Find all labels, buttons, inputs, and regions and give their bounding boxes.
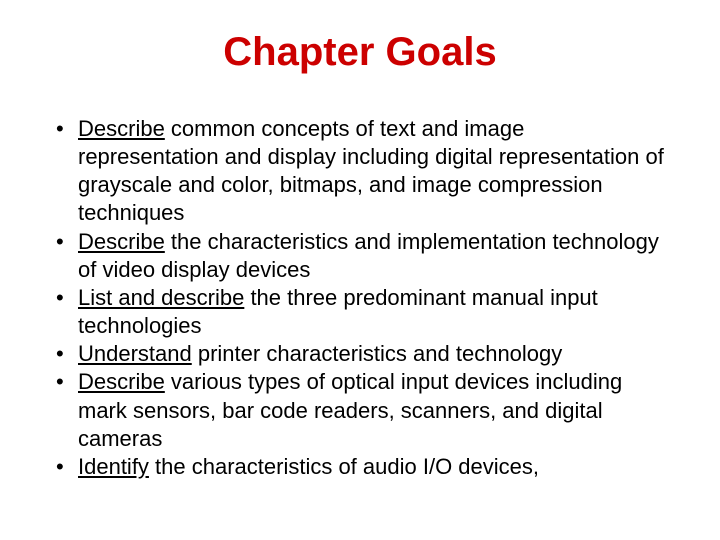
bullet-rest: the characteristics of audio I/O devices… <box>149 454 539 479</box>
bullet-lead: Describe <box>78 116 165 141</box>
bullet-list: Describe common concepts of text and ima… <box>50 115 670 481</box>
bullet-lead: Describe <box>78 369 165 394</box>
bullet-lead: Identify <box>78 454 149 479</box>
slide-title: Chapter Goals <box>50 30 670 75</box>
bullet-lead: List and describe <box>78 285 244 310</box>
bullet-rest: the characteristics and implementation t… <box>78 229 659 282</box>
list-item: Identify the characteristics of audio I/… <box>50 453 670 481</box>
slide: Chapter Goals Describe common concepts o… <box>0 0 720 540</box>
bullet-lead: Understand <box>78 341 192 366</box>
list-item: Understand printer characteristics and t… <box>50 340 670 368</box>
bullet-lead: Describe <box>78 229 165 254</box>
bullet-rest: printer characteristics and technology <box>192 341 563 366</box>
list-item: Describe the characteristics and impleme… <box>50 228 670 284</box>
list-item: Describe various types of optical input … <box>50 368 670 452</box>
bullet-rest: common concepts of text and image repres… <box>78 116 664 225</box>
list-item: List and describe the three predominant … <box>50 284 670 340</box>
list-item: Describe common concepts of text and ima… <box>50 115 670 228</box>
